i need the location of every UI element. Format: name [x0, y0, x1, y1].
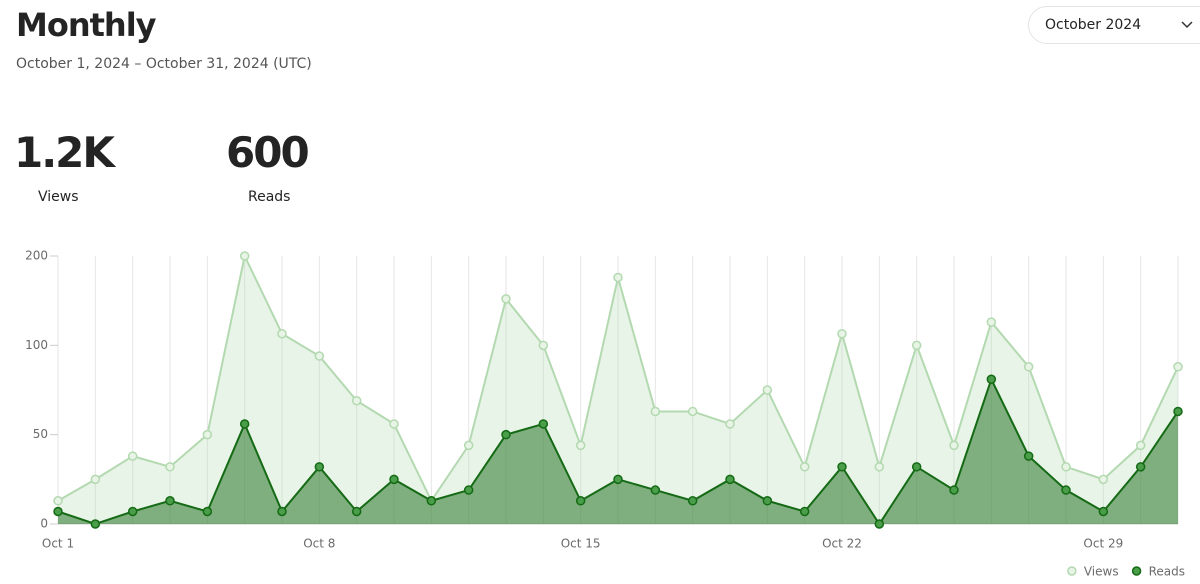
page-title: Monthly: [16, 6, 157, 44]
data-point: [911, 340, 922, 351]
data-point: [911, 462, 922, 472]
data-point: [687, 406, 698, 417]
series-area: [58, 256, 1178, 524]
data-point: [127, 506, 138, 517]
data-point: [53, 496, 63, 506]
data-point: [53, 506, 63, 517]
data-point: [277, 506, 287, 517]
legend-label: Views: [1084, 565, 1119, 579]
data-point: [874, 462, 885, 472]
data-point: [127, 451, 138, 461]
data-point: [837, 462, 847, 472]
x-tick-label: Oct 22: [822, 537, 862, 551]
data-point: [874, 519, 885, 529]
y-tick-label: 50: [33, 427, 48, 441]
y-tick-label: 0: [40, 517, 48, 531]
legend-label: Reads: [1149, 565, 1185, 579]
data-point: [762, 385, 773, 395]
x-tick-label: Oct 1: [42, 537, 74, 551]
data-point: [538, 419, 549, 429]
series-area: [58, 379, 1178, 524]
data-point: [501, 429, 511, 440]
data-point: [762, 496, 773, 506]
data-point: [202, 429, 213, 440]
data-point: [799, 462, 810, 472]
legend-marker: [1067, 566, 1077, 576]
data-point: [1135, 462, 1146, 472]
data-point: [1023, 451, 1034, 461]
data-point: [426, 496, 437, 506]
data-point: [1098, 506, 1109, 517]
data-point: [986, 374, 997, 385]
data-point: [239, 419, 250, 429]
x-tick-label: Oct 8: [303, 537, 335, 551]
stat-label: Views: [38, 189, 79, 205]
data-point: [1173, 406, 1183, 417]
y-tick-label: 100: [25, 338, 48, 352]
data-point: [351, 506, 362, 517]
dropdown-label: October 2024: [1045, 17, 1142, 33]
data-point: [1098, 474, 1109, 485]
data-point: [389, 474, 399, 485]
data-point: [837, 328, 847, 339]
data-point: [314, 351, 325, 361]
data-point: [463, 440, 474, 451]
data-point: [90, 519, 101, 529]
data-point: [725, 474, 735, 485]
x-tick-label: Oct 15: [561, 537, 601, 551]
data-point: [725, 419, 735, 429]
data-point: [239, 251, 250, 261]
data-point: [949, 440, 959, 451]
month-dropdown[interactable]: October 2024: [1028, 6, 1200, 44]
data-point: [351, 395, 362, 406]
data-point: [1135, 440, 1146, 451]
data-point: [613, 474, 623, 485]
stat-value: 1.2K: [14, 128, 115, 177]
data-point: [538, 340, 549, 351]
x-tick-label: Oct 29: [1083, 537, 1123, 551]
y-tick-label: 200: [25, 249, 48, 263]
date-range: October 1, 2024 – October 31, 2024 (UTC): [16, 56, 312, 72]
data-point: [165, 496, 175, 506]
data-point: [202, 506, 213, 517]
data-point: [575, 496, 586, 506]
data-point: [501, 294, 511, 304]
data-point: [463, 485, 474, 495]
legend-marker: [1131, 566, 1142, 576]
data-point: [1061, 485, 1071, 495]
data-point: [986, 317, 997, 327]
data-point: [687, 496, 698, 506]
data-point: [650, 485, 661, 495]
data-point: [90, 474, 101, 485]
data-point: [1023, 362, 1034, 372]
data-point: [650, 406, 661, 417]
data-point: [575, 440, 586, 451]
data-point: [613, 272, 623, 283]
data-point: [277, 328, 287, 339]
data-point: [314, 462, 325, 472]
chevron: [1181, 21, 1193, 29]
data-point: [1061, 462, 1071, 472]
data-point: [165, 462, 175, 472]
stat-value: 600: [226, 128, 310, 177]
stat-label: Reads: [248, 189, 291, 205]
data-point: [799, 506, 810, 517]
data-point: [389, 419, 399, 429]
data-point: [1173, 362, 1183, 372]
data-point: [949, 485, 959, 495]
